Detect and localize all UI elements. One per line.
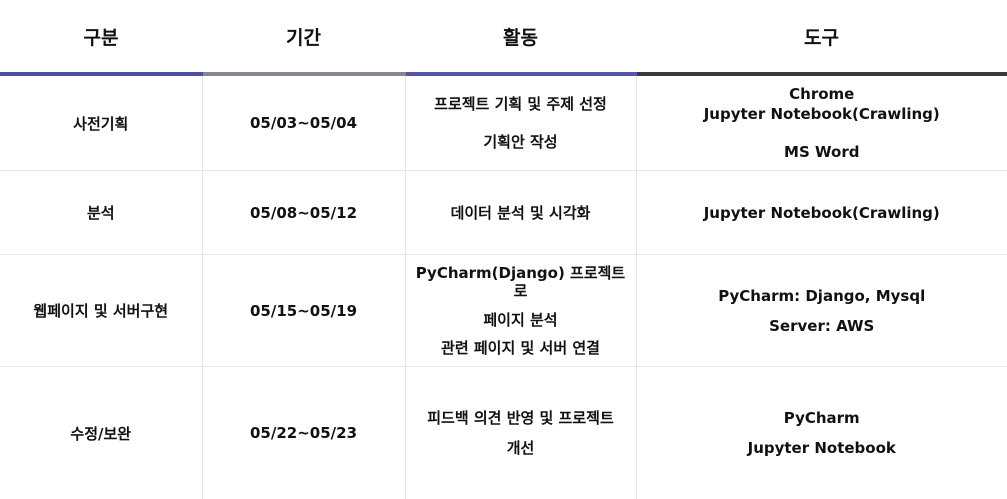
activity-line: 데이터 분석 및 시각화 <box>450 203 591 222</box>
table-row: 수정/보완 05/22~05/23 피드백 의견 반영 및 프로젝트 개선 Py… <box>0 366 1007 499</box>
tool-line: Chrome <box>789 85 855 103</box>
activity-line: 페이지 분석 <box>483 310 558 329</box>
activity-line: PyCharm(Django) 프로젝트로 <box>415 263 626 300</box>
tools-cell: Chrome Jupyter Notebook(Crawling) MS Wor… <box>636 74 1007 171</box>
period-cell: 05/15~05/19 <box>202 254 406 367</box>
activity-cell: PyCharm(Django) 프로젝트로 페이지 분석 관련 페이지 및 서버… <box>405 254 637 367</box>
activity-line: 기획안 작성 <box>483 133 558 151</box>
activity-cell: 데이터 분석 및 시각화 <box>405 170 637 255</box>
activity-line: 관련 페이지 및 서버 연결 <box>441 338 600 357</box>
tool-line: PyCharm <box>783 409 860 427</box>
phase-cell: 수정/보완 <box>0 366 203 499</box>
phase-cell: 사전기획 <box>0 74 203 171</box>
activity-cell: 프로젝트 기획 및 주제 선정 기획안 작성 <box>405 74 637 171</box>
phase-cell: 웹페이지 및 서버구현 <box>0 254 203 367</box>
tool-line: Jupyter Notebook(Crawling) <box>703 105 940 123</box>
table-row: 사전기획 05/03~05/04 프로젝트 기획 및 주제 선정 기획안 작성 … <box>0 74 1007 171</box>
tool-line: MS Word <box>784 143 860 161</box>
header-phase: 구분 <box>0 0 202 76</box>
period-cell: 05/08~05/12 <box>202 170 406 255</box>
header-period: 기간 <box>202 0 405 76</box>
tool-line: Jupyter Notebook(Crawling) <box>703 203 940 222</box>
tool-line: PyCharm: Django, Mysql <box>718 286 926 305</box>
header-activity: 활동 <box>405 0 636 76</box>
phase-cell: 분석 <box>0 170 203 255</box>
tool-line: Jupyter Notebook <box>747 439 896 457</box>
tools-cell: PyCharm Jupyter Notebook <box>636 367 1007 499</box>
activity-cell: 피드백 의견 반영 및 프로젝트 개선 <box>405 366 637 499</box>
tools-cell: PyCharm: Django, Mysql Server: AWS <box>636 254 1007 367</box>
activity-line: 피드백 의견 반영 및 프로젝트 <box>427 409 614 427</box>
table-row: 분석 05/08~05/12 데이터 분석 및 시각화 Jupyter Note… <box>0 170 1007 255</box>
tools-cell: Jupyter Notebook(Crawling) <box>636 170 1007 255</box>
table-row: 웹페이지 및 서버구현 05/15~05/19 PyCharm(Django) … <box>0 254 1007 367</box>
activity-line: 프로젝트 기획 및 주제 선정 <box>434 95 607 113</box>
period-cell: 05/03~05/04 <box>202 74 406 171</box>
activity-line: 개선 <box>506 439 535 457</box>
header-tools: 도구 <box>636 0 1007 76</box>
header-row: 구분 기간 활동 도구 <box>0 0 1007 76</box>
period-cell: 05/22~05/23 <box>202 366 406 499</box>
tool-line: Server: AWS <box>769 316 875 335</box>
